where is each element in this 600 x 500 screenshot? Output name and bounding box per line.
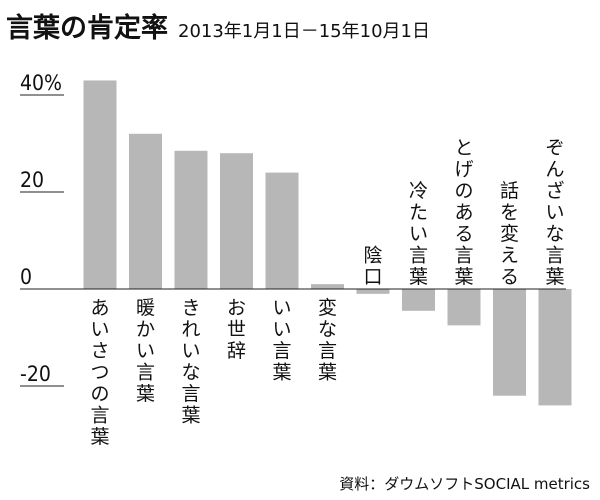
bar [83, 80, 117, 289]
y-tick-label: -20 [20, 362, 51, 386]
chart-subtitle: 2013年1月1日－15年10月1日 [178, 21, 430, 42]
bar [402, 289, 435, 311]
bar [265, 172, 299, 289]
bar [538, 289, 572, 406]
y-tick-label: 0 [20, 265, 32, 289]
bar [311, 284, 344, 289]
category-label: 変な言葉 [318, 297, 337, 384]
category-label: お世辞 [227, 297, 246, 362]
bar [493, 289, 526, 396]
source-note: 資料：ダウムソフトSOCIAL metrics [339, 475, 590, 493]
category-label: 陰口 [363, 245, 382, 289]
category-label: とげのある言葉 [454, 137, 473, 288]
bar [220, 153, 253, 289]
category-label: ぞんざいな言葉 [545, 137, 564, 288]
bar [129, 133, 162, 289]
y-tick-label: 20 [20, 168, 44, 192]
category-label: 冷たい言葉 [409, 180, 428, 288]
title-row: 言葉の肯定率 2013年1月1日－15年10月1日 [6, 6, 430, 45]
bar [356, 289, 390, 294]
bar [447, 289, 481, 326]
y-tick-label: 40% [20, 71, 62, 95]
chart-title: 言葉の肯定率 [6, 13, 168, 44]
category-label: いい言葉 [272, 297, 291, 384]
category-label: 話を変える [500, 180, 519, 288]
bar [174, 150, 208, 289]
category-label: きれいな言葉 [181, 297, 200, 427]
category-label: あいさつの言葉 [90, 297, 109, 448]
category-label: 暖かい言葉 [136, 297, 155, 405]
